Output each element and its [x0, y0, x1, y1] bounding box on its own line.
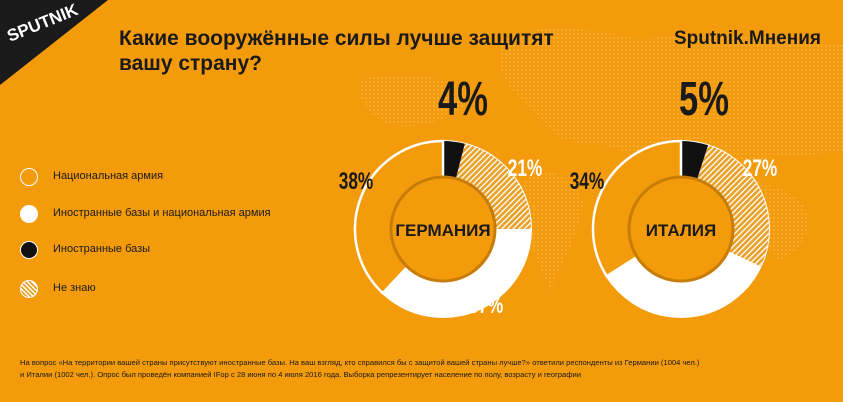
- donut-center-label: ИТАЛИЯ: [646, 221, 716, 240]
- donut-center: [627, 175, 735, 283]
- slice-dont-know: [697, 145, 769, 267]
- title-line-1: Какие вооружённые силы лучше защитят: [119, 27, 554, 50]
- legend-label: Иностранные базы: [53, 243, 151, 255]
- brand-label: Sputnik.Мнения: [673, 28, 821, 49]
- swatch-dont-know: [20, 280, 38, 298]
- percent-label: 4%: [438, 71, 488, 125]
- footnote-line-2: и Италии (1002 чел.). Опрос был проведён…: [20, 370, 581, 379]
- donut-chart-1: ГЕРМАНИЯ 4% 21% 37% 38%: [339, 71, 543, 318]
- sputnik-logo: SPUTNIK: [0, 0, 108, 85]
- donut-center-label: ГЕРМАНИЯ: [395, 221, 490, 240]
- slice-foreign-bases: [681, 141, 709, 180]
- page-title: Какие вооружённые силы лучше защитят ваш…: [119, 26, 619, 76]
- slice-foreign-and-national: [382, 229, 531, 317]
- donut-center: [389, 175, 497, 283]
- percent-label: 21%: [508, 155, 543, 181]
- legend-label: Национальная армия: [53, 170, 164, 182]
- footnote: На вопрос «На территории вашей страны пр…: [20, 357, 825, 381]
- swatch-national-army: [20, 168, 38, 186]
- slice-foreign-bases: [443, 141, 465, 179]
- percent-label: 27%: [743, 155, 778, 181]
- legend-label: Иностранные базы и национальная армия: [53, 207, 271, 219]
- percent-label: 34%: [570, 168, 605, 194]
- footnote-line-1: На вопрос «На территории вашей страны пр…: [20, 358, 700, 367]
- slice-dont-know: [455, 143, 531, 229]
- donut-chart-2: ИТАЛИЯ 5% 27% 34% 34%: [570, 71, 778, 318]
- legend-label: Не знаю: [53, 282, 96, 294]
- percent-label: 34%: [675, 291, 710, 317]
- percent-label: 5%: [679, 71, 729, 125]
- percent-label: 37%: [469, 292, 504, 318]
- swatch-foreign-bases: [20, 241, 38, 259]
- percent-label: 38%: [339, 168, 374, 194]
- title-line-2: вашу страну?: [119, 52, 262, 75]
- swatch-foreign-and-national: [20, 205, 38, 223]
